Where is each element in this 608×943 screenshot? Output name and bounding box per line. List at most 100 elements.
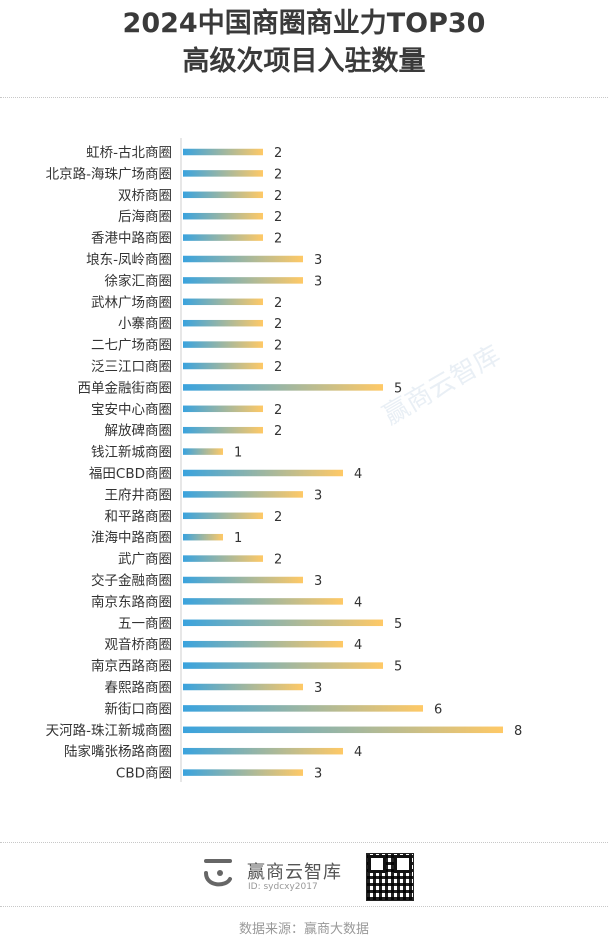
bar: [183, 298, 263, 306]
category-label: 二七广场商圈: [91, 338, 172, 354]
brand-logo-icon: [204, 859, 232, 887]
bar: [183, 619, 383, 627]
bar: [183, 191, 263, 199]
value-label: 3: [314, 767, 322, 782]
chart-title-line-1: 2024中国商圈商业力TOP30: [122, 8, 486, 39]
bar: [183, 405, 263, 413]
category-label: 宝安中心商圈: [91, 402, 172, 418]
top-divider: [0, 97, 608, 98]
value-label: 2: [274, 510, 282, 525]
value-label: 4: [354, 467, 362, 482]
bar: [183, 769, 303, 776]
bar: [183, 533, 223, 541]
value-label: 2: [274, 146, 282, 161]
bar: [183, 212, 263, 220]
category-label: 西单金融街商圈: [78, 380, 173, 396]
category-label: 虹桥-古北商圈: [86, 145, 172, 161]
category-label: 后海商圈: [118, 209, 172, 225]
value-label: 1: [234, 446, 242, 461]
bar-chart: 虹桥-古北商圈 2 北京路-海珠广场商圈 2 双桥商圈 2 后海商圈 2 香港中路商圈 2 埌东-凤…: [46, 138, 522, 782]
bar: [183, 341, 263, 348]
bar: [183, 469, 343, 477]
bar: [183, 426, 263, 434]
value-label: 2: [274, 189, 282, 204]
value-label: 1: [234, 531, 242, 546]
bar: [183, 448, 223, 455]
bar: [183, 277, 303, 284]
category-label: 五一商圈: [118, 616, 172, 632]
category-label: 南京西路商圈: [91, 659, 172, 675]
category-label: CBD商圈: [116, 766, 172, 782]
value-label: 3: [314, 574, 322, 589]
category-label: 春熙路商圈: [105, 680, 173, 696]
bar: [183, 384, 383, 391]
bar: [183, 491, 303, 498]
category-label: 南京东路商圈: [91, 594, 172, 610]
bar: [183, 319, 263, 327]
value-label: 2: [274, 553, 282, 568]
category-label: 埌东-凤岭商圈: [86, 252, 172, 268]
category-label: 天河路-珠江新城商圈: [46, 723, 172, 739]
footer-brand-name: 赢商云智库: [247, 862, 342, 883]
bar: [183, 255, 303, 263]
category-label: 钱江新城商圈: [91, 445, 172, 461]
bar: [183, 640, 343, 648]
bar: [183, 148, 263, 156]
value-label: 6: [434, 702, 442, 717]
category-label: 交子金融商圈: [91, 572, 172, 589]
bar: [183, 598, 343, 605]
bar: [183, 705, 423, 712]
bar: [183, 726, 503, 734]
category-label: 徐家汇商圈: [105, 272, 173, 289]
value-label: 8: [514, 724, 522, 739]
bar: [183, 555, 263, 562]
bar: [183, 234, 263, 241]
category-label: 淮海中路商圈: [91, 530, 172, 546]
value-label: 4: [354, 638, 362, 653]
category-label: 陆家嘴张杨路商圈: [64, 743, 172, 760]
category-label: 观音桥商圈: [105, 636, 173, 653]
bar: [183, 747, 343, 755]
category-label: 泛三江口商圈: [91, 359, 172, 375]
value-label: 2: [274, 296, 282, 311]
category-label: 北京路-海珠广场商圈: [46, 166, 172, 182]
value-label: 2: [274, 210, 282, 225]
value-label: 2: [274, 232, 282, 247]
bar: [183, 576, 303, 584]
category-label: 武林广场商圈: [91, 295, 172, 311]
category-label: 香港中路商圈: [91, 231, 172, 247]
value-label: 4: [354, 595, 362, 610]
data-source: 数据来源：赢商大数据: [238, 922, 369, 937]
category-label: 双桥商圈: [118, 188, 172, 204]
category-label: 武广商圈: [118, 552, 172, 568]
category-label: 福田CBD商圈: [89, 466, 172, 482]
category-label: 解放碑商圈: [105, 423, 173, 439]
footer-brand-id: ID: sydcxy2017: [248, 882, 318, 892]
category-label: 王府井商圈: [105, 487, 173, 503]
bar: [183, 362, 263, 370]
value-label: 3: [314, 681, 322, 696]
category-label: 新街口商圈: [105, 701, 173, 717]
bar: [183, 512, 263, 520]
value-label: 5: [394, 617, 402, 632]
value-label: 2: [274, 403, 282, 418]
value-label: 3: [314, 274, 322, 289]
value-label: 5: [394, 660, 402, 675]
bar: [183, 662, 383, 669]
value-label: 2: [274, 360, 282, 375]
footer-divider-top: [0, 842, 608, 843]
footer-divider-bottom: [0, 906, 608, 907]
value-label: 2: [274, 339, 282, 354]
value-label: 3: [314, 488, 322, 503]
category-label: 小寨商圈: [118, 315, 172, 332]
bar: [183, 170, 263, 177]
value-label: 2: [274, 424, 282, 439]
value-label: 2: [274, 167, 282, 182]
chart-title-line-2: 高级次项目入驻数量: [182, 46, 426, 77]
category-label: 和平路商圈: [105, 509, 173, 525]
value-label: 2: [274, 317, 282, 332]
value-label: 3: [314, 253, 322, 268]
value-label: 4: [354, 745, 362, 760]
bar: [183, 683, 303, 691]
value-label: 5: [394, 381, 402, 396]
